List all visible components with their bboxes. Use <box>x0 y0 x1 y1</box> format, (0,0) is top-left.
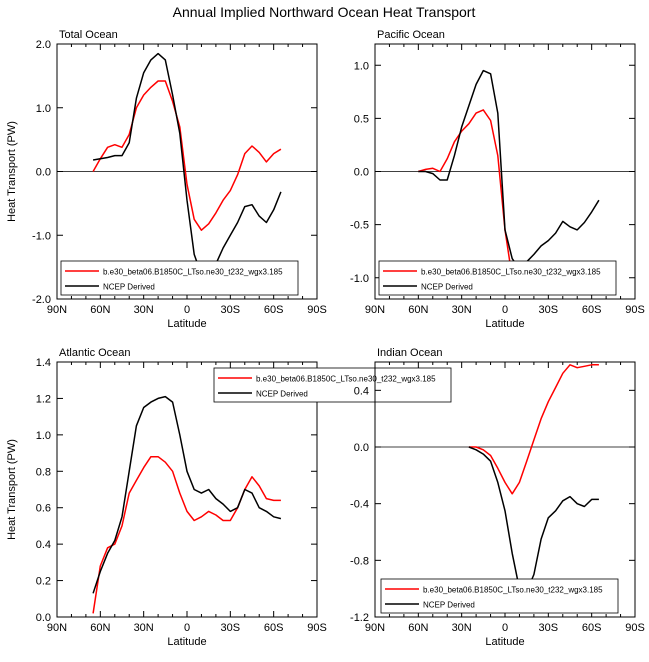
legend: b.e30_beta06.B1850C_LTso.ne30_t232_wgx3.… <box>213 367 452 403</box>
y-tick-label: 0.0 <box>354 442 369 454</box>
legend-box <box>60 260 299 296</box>
x-axis-label: Latitude <box>485 318 524 330</box>
legend: b.e30_beta06.B1850C_LTso.ne30_t232_wgx3.… <box>380 578 619 614</box>
panel-4: Indian Ocean 90N 60N 30N 0 30S 60S 90S -1.2 -0.8 -… <box>350 347 645 648</box>
legend-label: b.e30_beta06.B1850C_LTso.ne30_t232_wgx3.… <box>103 268 283 277</box>
y-tick-label: 0.0 <box>354 167 369 179</box>
panel-2: Pacific Ocean 90N 60N 30N 0 30S 60S 90S -1.0 -0.5… <box>350 29 645 330</box>
x-tick-label: 60N <box>90 622 110 634</box>
y-tick-label: -1.2 <box>350 612 369 624</box>
x-tick-label: 90S <box>307 622 327 634</box>
x-tick-label: 0 <box>184 622 190 634</box>
panel-title: Total Ocean <box>59 29 118 41</box>
x-tick-label: 30N <box>134 622 154 634</box>
x-axis-label: Latitude <box>167 636 206 648</box>
y-tick-label: -2.0 <box>32 294 51 306</box>
figure-title: Annual Implied Northward Ocean Heat Tran… <box>173 4 476 20</box>
x-tick-label: 30S <box>539 622 559 634</box>
y-tick-label: 0.6 <box>36 503 51 515</box>
y-tick-label: 0.4 <box>354 385 369 397</box>
legend-label: NCEP Derived <box>103 283 155 292</box>
x-tick-label: 90S <box>307 304 327 316</box>
legend-box <box>378 260 617 296</box>
x-tick-label: 30N <box>452 304 472 316</box>
y-tick-label: -0.8 <box>350 555 369 567</box>
panel-title: Indian Ocean <box>377 347 442 359</box>
panel-3: Atlantic Ocean 90N 60N 30N 0 30S 60S 90S 0.0 0.2 0… <box>6 347 452 648</box>
x-axis-label: Latitude <box>167 318 206 330</box>
y-tick-label: -1.0 <box>350 273 369 285</box>
y-tick-label: -1.0 <box>32 230 51 242</box>
y-tick-label: 0.0 <box>36 167 51 179</box>
x-tick-label: 90N <box>47 304 67 316</box>
y-tick-label: 1.0 <box>36 103 51 115</box>
series-line-model <box>468 364 599 495</box>
y-tick-label: -0.5 <box>350 220 369 232</box>
x-tick-label: 60N <box>90 304 110 316</box>
panel-title: Pacific Ocean <box>377 29 445 41</box>
y-tick-label: 1.2 <box>36 393 51 405</box>
legend-label: b.e30_beta06.B1850C_LTso.ne30_t232_wgx3.… <box>256 375 436 384</box>
y-tick-label: 1.0 <box>354 60 369 72</box>
legend-box <box>380 578 619 614</box>
x-tick-label: 90S <box>625 622 645 634</box>
x-tick-label: 60S <box>582 304 602 316</box>
series-line-ncep <box>92 395 282 594</box>
y-tick-label: -0.4 <box>350 499 369 511</box>
x-tick-label: 30S <box>539 304 559 316</box>
series-line-model <box>92 455 281 614</box>
x-tick-label: 30S <box>221 622 241 634</box>
series-line-ncep <box>468 446 599 593</box>
x-tick-label: 60S <box>582 622 602 634</box>
x-tick-label: 60N <box>408 304 428 316</box>
y-tick-label: 0.0 <box>36 612 51 624</box>
legend: b.e30_beta06.B1850C_LTso.ne30_t232_wgx3.… <box>60 260 299 296</box>
legend-label: b.e30_beta06.B1850C_LTso.ne30_t232_wgx3.… <box>421 268 601 277</box>
x-tick-label: 60S <box>264 304 284 316</box>
x-tick-label: 90S <box>625 304 645 316</box>
x-tick-label: 90N <box>365 304 385 316</box>
legend-box <box>213 367 452 403</box>
x-tick-label: 0 <box>184 304 190 316</box>
x-tick-label: 30N <box>134 304 154 316</box>
legend-label: NCEP Derived <box>421 283 473 292</box>
y-tick-label: 2.0 <box>36 39 51 51</box>
y-tick-label: 1.0 <box>36 430 51 442</box>
x-tick-label: 90N <box>47 622 67 634</box>
y-axis-label: Heat Transport (PW) <box>6 121 18 222</box>
panel-title: Atlantic Ocean <box>59 347 131 359</box>
x-tick-label: 0 <box>502 622 508 634</box>
x-tick-label: 90N <box>365 622 385 634</box>
y-tick-label: 0.5 <box>354 113 369 125</box>
y-tick-label: 1.4 <box>36 357 51 369</box>
x-tick-label: 30S <box>221 304 241 316</box>
legend-label: NCEP Derived <box>256 390 308 399</box>
x-tick-label: 60N <box>408 622 428 634</box>
x-tick-label: 60S <box>264 622 284 634</box>
legend: b.e30_beta06.B1850C_LTso.ne30_t232_wgx3.… <box>378 260 617 296</box>
y-tick-label: 0.8 <box>36 466 51 478</box>
y-tick-label: 0.2 <box>36 576 51 588</box>
series-line-ncep <box>418 69 600 271</box>
y-axis-label: Heat Transport (PW) <box>6 439 18 540</box>
series-line-ncep <box>92 52 282 276</box>
x-tick-label: 0 <box>502 304 508 316</box>
y-tick-label: 0.4 <box>36 539 51 551</box>
legend-label: NCEP Derived <box>423 601 475 610</box>
series-line-model <box>92 80 282 231</box>
x-axis-label: Latitude <box>485 636 524 648</box>
legend-label: b.e30_beta06.B1850C_LTso.ne30_t232_wgx3.… <box>423 586 603 595</box>
x-tick-label: 30N <box>452 622 472 634</box>
panel-1: Total Ocean 90N 60N 30N 0 30S 60S 90S -2.0 -1.0 0.… <box>6 29 327 330</box>
